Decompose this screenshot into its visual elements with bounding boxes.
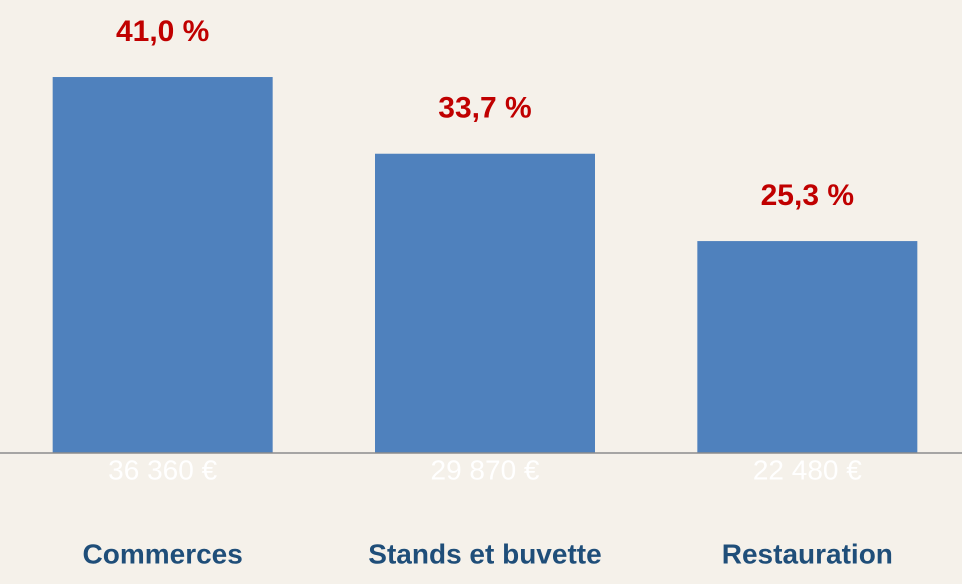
share-label: 33,7 % <box>438 92 531 125</box>
bar <box>697 241 918 453</box>
x-tick-label: Commerces <box>83 538 243 569</box>
value-label: 22 480 € <box>753 454 862 485</box>
x-tick-label: Stands et buvette <box>368 538 601 569</box>
x-tick-label: Restauration <box>722 538 893 569</box>
bar <box>52 77 273 453</box>
value-label: 36 360 € <box>108 454 217 485</box>
value-label: 29 870 € <box>431 454 540 485</box>
share-label: 41,0 % <box>116 15 209 48</box>
bar <box>375 153 595 453</box>
share-label: 25,3 % <box>761 179 854 212</box>
